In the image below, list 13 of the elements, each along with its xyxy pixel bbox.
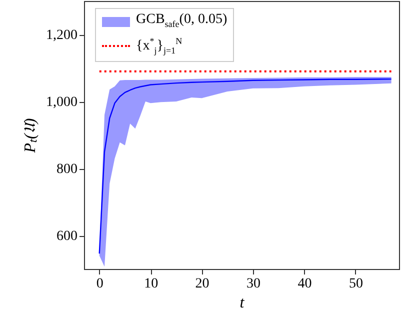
x-tick-label: 50 bbox=[348, 276, 363, 292]
y-tick-label: 600 bbox=[56, 229, 78, 244]
x-tick-label: 20 bbox=[195, 276, 210, 292]
x-tick-label: 10 bbox=[144, 276, 158, 292]
x-tick-label: 40 bbox=[298, 276, 312, 292]
x-tick-label: 30 bbox=[246, 276, 261, 292]
legend-label: GCB$_{safe}$(0, 0.05) bbox=[136, 11, 228, 31]
y-tick-label: 1,200 bbox=[46, 28, 78, 43]
x-tick-label: 0 bbox=[96, 276, 104, 292]
y-tick-label: 800 bbox=[56, 162, 78, 177]
y-tick-label: 1,000 bbox=[46, 95, 78, 110]
y-axis-title: Pₜ(𝔘) bbox=[22, 118, 39, 154]
x-axis-title: t bbox=[240, 294, 245, 312]
